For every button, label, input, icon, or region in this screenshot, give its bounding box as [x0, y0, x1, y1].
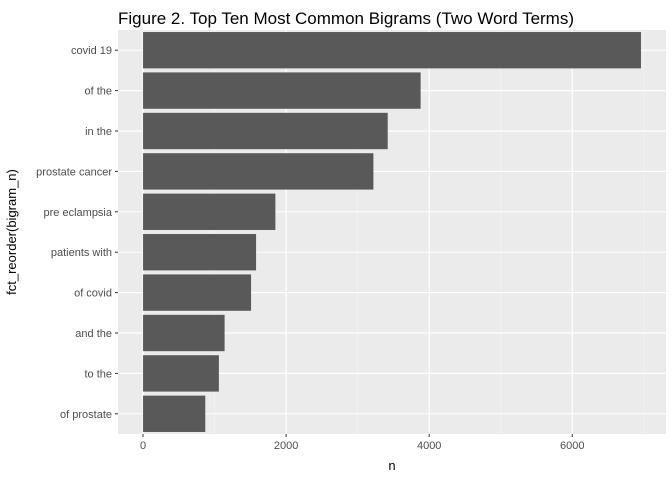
chart-title: Figure 2. Top Ten Most Common Bigrams (T… [118, 9, 574, 28]
bar [143, 153, 374, 190]
y-axis-ticks: covid 19 of the in the prostate cancer pre e… [36, 45, 118, 421]
x-axis-ticks: 0 2000 4000 6000 [140, 434, 585, 452]
bar [143, 112, 388, 150]
y-tick-label: and the [75, 328, 112, 340]
y-tick-label: in the [85, 126, 112, 138]
y-tick-label: of covid [74, 288, 112, 300]
x-tick-label: 6000 [560, 440, 584, 452]
bar [143, 234, 257, 271]
y-tick-label: of prostate [60, 409, 112, 421]
y-tick-label: patients with [51, 247, 112, 259]
bar [143, 72, 421, 109]
x-tick-label: 0 [140, 440, 146, 452]
y-tick-label: pre eclampsia [44, 207, 113, 219]
y-tick-label: prostate cancer [36, 166, 112, 178]
x-tick-label: 2000 [274, 440, 298, 452]
bar [143, 355, 219, 392]
bar [143, 395, 206, 432]
bar [143, 274, 252, 311]
y-tick-label: of the [84, 86, 112, 98]
x-axis-title: n [388, 458, 395, 473]
y-tick-label: covid 19 [71, 45, 112, 57]
x-tick-label: 4000 [417, 440, 441, 452]
bar [143, 32, 641, 69]
y-tick-label: to the [84, 368, 112, 380]
bar [143, 314, 225, 352]
y-axis-title: fct_reorder(bigram_n) [4, 169, 19, 295]
bars [143, 32, 641, 432]
bar [143, 193, 276, 230]
